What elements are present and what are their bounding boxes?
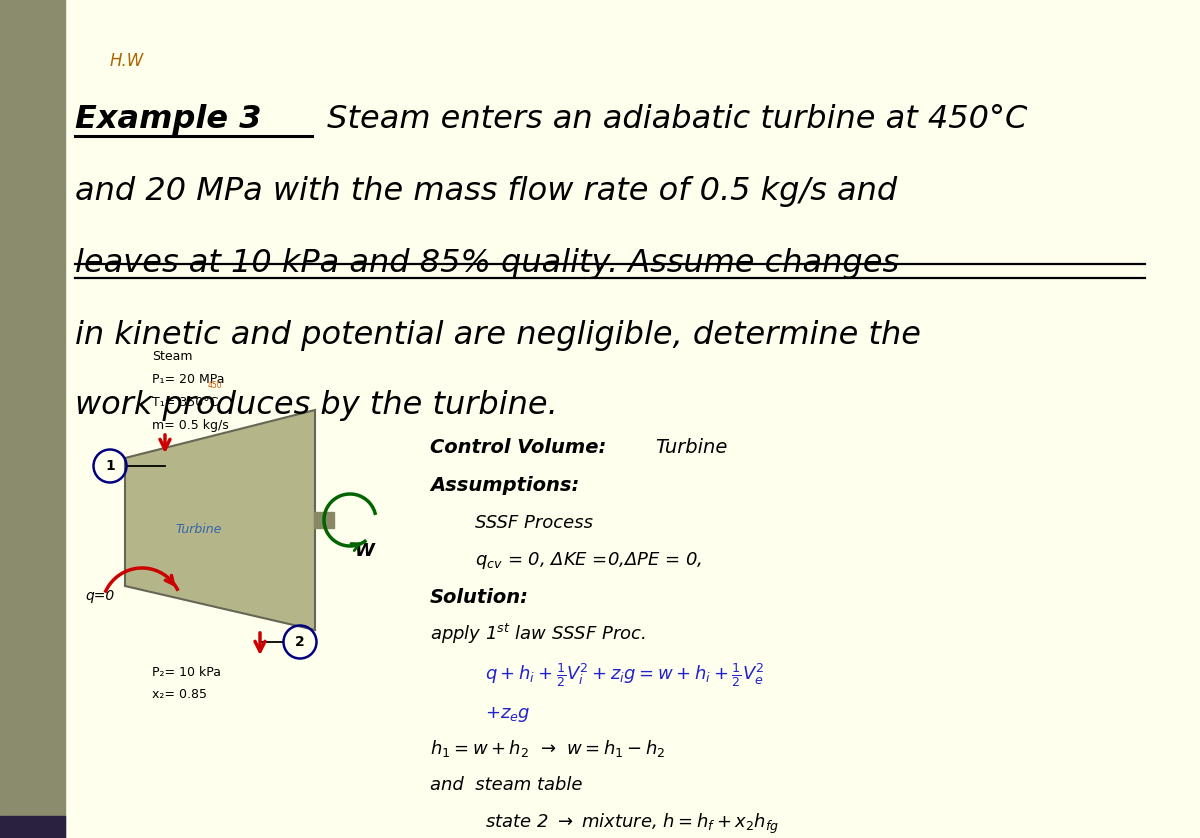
- Bar: [314, 512, 334, 528]
- Text: in kinetic and potential are negligible, determine the: in kinetic and potential are negligible,…: [74, 320, 922, 351]
- Text: Steam enters an adiabatic turbine at 450°C: Steam enters an adiabatic turbine at 450…: [317, 104, 1027, 135]
- Text: 450: 450: [208, 381, 223, 390]
- Bar: [0, 816, 65, 838]
- Text: Steam: Steam: [152, 350, 192, 363]
- Text: Turbine: Turbine: [655, 438, 727, 457]
- Text: $h_1 = w + h_2$  →  $w = h_1 - h_2$: $h_1 = w + h_2$ → $w = h_1 - h_2$: [430, 738, 666, 759]
- Text: Assumptions:: Assumptions:: [430, 476, 580, 495]
- Text: SSSF Process: SSSF Process: [475, 514, 593, 532]
- Text: W: W: [354, 542, 374, 560]
- Text: P₂= 10 kPa: P₂= 10 kPa: [152, 666, 221, 679]
- Text: H.W: H.W: [110, 52, 144, 70]
- Text: P₁= 20 MPa: P₁= 20 MPa: [152, 373, 224, 386]
- Text: 2: 2: [295, 635, 305, 649]
- Text: $+z_e g$: $+z_e g$: [485, 705, 530, 724]
- Text: Example 3: Example 3: [74, 104, 262, 135]
- Text: $q + h_i + \frac{1}{2} V_i^2 + z_i g = w + h_i + \frac{1}{2} V_e^2$: $q + h_i + \frac{1}{2} V_i^2 + z_i g = w…: [485, 661, 764, 689]
- Text: q=0: q=0: [85, 589, 114, 603]
- Text: apply 1$^{st}$ law SSSF Proc.: apply 1$^{st}$ law SSSF Proc.: [430, 622, 646, 646]
- Text: 1: 1: [106, 459, 115, 473]
- Bar: [0, 0, 65, 838]
- Text: Control Volume:: Control Volume:: [430, 438, 606, 457]
- Text: state 2 $\rightarrow$ mixture, $h = h_f + x_2 h_{fg}$: state 2 $\rightarrow$ mixture, $h = h_f …: [485, 812, 779, 836]
- Text: work produces by the turbine.: work produces by the turbine.: [74, 390, 558, 421]
- Text: x₂= 0.85: x₂= 0.85: [152, 688, 208, 701]
- Text: and  steam table: and steam table: [430, 776, 582, 794]
- Text: leaves at 10 kPa and 85% quality. Assume changes: leaves at 10 kPa and 85% quality. Assume…: [74, 248, 899, 279]
- Text: and 20 MPa with the mass flow rate of 0.5 kg/s and: and 20 MPa with the mass flow rate of 0.…: [74, 176, 898, 207]
- Text: m= 0.5 kg/s: m= 0.5 kg/s: [152, 419, 229, 432]
- Text: Solution:: Solution:: [430, 588, 529, 607]
- Text: Turbine: Turbine: [175, 523, 221, 536]
- Polygon shape: [125, 410, 314, 630]
- Text: T₁= 350°C: T₁= 350°C: [152, 396, 218, 409]
- Text: $q_{cv}$ = 0, ΔKE =0,ΔPE = 0,: $q_{cv}$ = 0, ΔKE =0,ΔPE = 0,: [475, 550, 702, 571]
